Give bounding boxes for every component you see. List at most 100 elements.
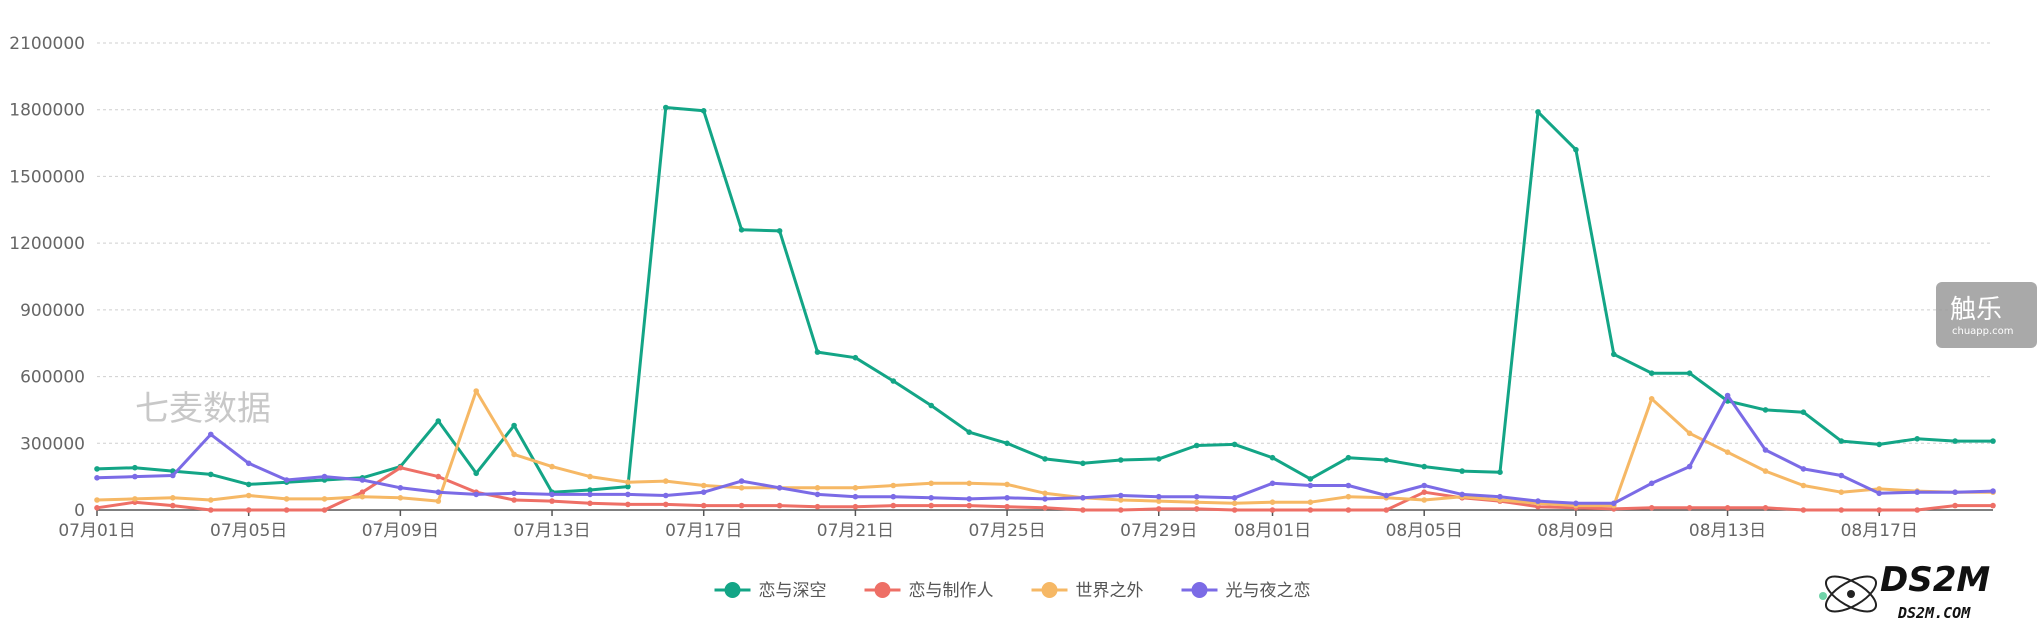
legend-item[interactable]: 世界之外: [1031, 581, 1144, 601]
data-point[interactable]: [473, 491, 480, 498]
data-point[interactable]: [1042, 505, 1048, 511]
data-point[interactable]: [208, 431, 214, 438]
data-point[interactable]: [1004, 503, 1010, 510]
data-point[interactable]: [738, 227, 745, 233]
data-point[interactable]: [1307, 482, 1314, 489]
data-point[interactable]: [1838, 489, 1845, 496]
data-point[interactable]: [890, 502, 897, 509]
data-point[interactable]: [966, 502, 972, 509]
data-point[interactable]: [1914, 489, 1920, 496]
data-point[interactable]: [1118, 457, 1124, 463]
data-point[interactable]: [1535, 498, 1541, 504]
data-point[interactable]: [776, 485, 783, 491]
data-point[interactable]: [397, 464, 404, 471]
data-point[interactable]: [625, 479, 631, 486]
data-point[interactable]: [1611, 351, 1617, 358]
data-point[interactable]: [1876, 441, 1882, 448]
data-point[interactable]: [1080, 460, 1086, 467]
data-point[interactable]: [776, 502, 783, 509]
data-point[interactable]: [852, 493, 859, 500]
data-point[interactable]: [1952, 438, 1958, 444]
data-point[interactable]: [1914, 507, 1920, 513]
data-point[interactable]: [283, 496, 290, 502]
data-point[interactable]: [1686, 505, 1693, 511]
data-point[interactable]: [1080, 507, 1086, 513]
data-point[interactable]: [1990, 502, 1996, 509]
data-point[interactable]: [1876, 490, 1882, 497]
data-point[interactable]: [1686, 370, 1693, 377]
data-point[interactable]: [587, 473, 593, 480]
data-point[interactable]: [1080, 495, 1086, 501]
data-point[interactable]: [1762, 407, 1769, 413]
data-point[interactable]: [1876, 507, 1882, 513]
legend[interactable]: 恋与深空 恋与制作人 世界之外 光与夜之恋: [714, 580, 1311, 601]
data-point[interactable]: [511, 497, 517, 503]
data-point[interactable]: [700, 482, 707, 489]
data-point[interactable]: [397, 495, 404, 501]
data-point[interactable]: [700, 502, 707, 509]
data-point[interactable]: [1800, 409, 1807, 416]
data-point[interactable]: [1383, 492, 1390, 499]
data-point[interactable]: [663, 478, 669, 484]
data-point[interactable]: [814, 491, 821, 498]
data-point[interactable]: [1535, 109, 1541, 115]
data-point[interactable]: [1724, 449, 1731, 456]
data-point[interactable]: [928, 502, 934, 509]
data-point[interactable]: [1724, 392, 1731, 399]
data-point[interactable]: [435, 473, 442, 480]
data-point[interactable]: [1990, 438, 1996, 444]
data-point[interactable]: [1307, 507, 1314, 513]
data-point[interactable]: [1497, 493, 1503, 500]
data-point[interactable]: [966, 480, 972, 487]
data-point[interactable]: [321, 473, 328, 480]
data-point[interactable]: [321, 496, 328, 502]
data-point[interactable]: [208, 471, 214, 478]
data-point[interactable]: [435, 418, 442, 424]
data-point[interactable]: [1611, 500, 1617, 507]
data-point[interactable]: [94, 466, 100, 472]
data-point[interactable]: [1762, 505, 1769, 511]
data-point[interactable]: [738, 485, 745, 491]
data-point[interactable]: [1421, 489, 1427, 496]
data-point[interactable]: [1952, 502, 1958, 509]
data-point[interactable]: [814, 485, 821, 491]
data-point[interactable]: [587, 500, 593, 507]
data-point[interactable]: [1231, 495, 1238, 501]
data-point[interactable]: [625, 491, 631, 498]
data-point[interactable]: [1573, 500, 1579, 507]
data-point[interactable]: [1345, 493, 1352, 500]
data-point[interactable]: [1800, 482, 1807, 489]
data-point[interactable]: [663, 501, 669, 508]
data-point[interactable]: [1497, 469, 1503, 476]
data-point[interactable]: [245, 507, 252, 513]
data-point[interactable]: [1383, 457, 1390, 463]
data-point[interactable]: [587, 491, 593, 498]
data-point[interactable]: [94, 505, 100, 511]
data-point[interactable]: [587, 487, 593, 493]
data-point[interactable]: [1156, 456, 1162, 462]
data-point[interactable]: [1118, 492, 1124, 499]
data-point[interactable]: [397, 485, 404, 491]
data-point[interactable]: [1269, 480, 1276, 487]
data-point[interactable]: [1004, 440, 1010, 447]
data-point[interactable]: [1345, 507, 1352, 513]
data-point[interactable]: [1042, 456, 1048, 462]
data-point[interactable]: [1156, 506, 1162, 512]
data-point[interactable]: [1042, 496, 1048, 502]
data-point[interactable]: [738, 502, 745, 509]
data-point[interactable]: [208, 497, 214, 503]
data-point[interactable]: [890, 493, 897, 500]
data-point[interactable]: [625, 501, 631, 508]
data-point[interactable]: [1004, 481, 1010, 488]
data-point[interactable]: [700, 489, 707, 496]
data-point[interactable]: [928, 480, 934, 487]
data-point[interactable]: [1952, 489, 1958, 496]
data-point[interactable]: [814, 503, 821, 510]
data-point[interactable]: [511, 490, 517, 497]
data-point[interactable]: [549, 463, 555, 470]
data-point[interactable]: [511, 422, 517, 429]
data-point[interactable]: [852, 503, 859, 510]
data-point[interactable]: [1193, 499, 1200, 506]
legend-item[interactable]: 恋与深空: [714, 580, 827, 601]
data-point[interactable]: [1118, 507, 1124, 513]
